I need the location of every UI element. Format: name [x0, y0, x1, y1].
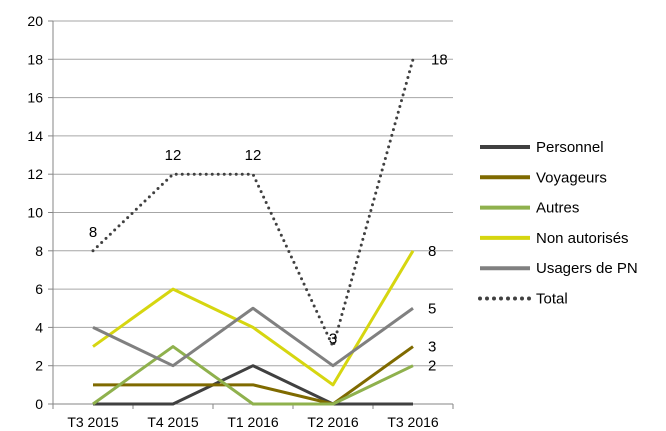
x-tick-label: T3 2015 — [67, 414, 119, 430]
data-label: 3 — [428, 339, 436, 356]
y-tick-label: 4 — [35, 319, 43, 335]
data-label: 2 — [428, 358, 436, 375]
legend-label: Non autorisés — [536, 230, 629, 247]
y-tick-label: 2 — [35, 358, 43, 374]
y-tick-label: 18 — [27, 51, 43, 67]
data-label: 3 — [329, 331, 337, 348]
legend-label: Autres — [536, 200, 579, 217]
data-label: 8 — [89, 224, 97, 241]
legend: Personnel Voyageurs Autres Non autorisés Usa… — [478, 139, 638, 308]
y-tick-label: 6 — [35, 281, 43, 297]
legend-item: Total — [478, 291, 568, 308]
legend-item: Personnel — [480, 139, 604, 156]
series-line-usagers-de-pn — [92, 306, 414, 368]
legend-item: Voyageurs — [480, 169, 607, 186]
legend-label: Usagers de PN — [536, 260, 638, 277]
y-tick-label: 20 — [27, 13, 43, 29]
legend-item: Usagers de PN — [480, 260, 638, 277]
series-line-voyageurs — [93, 345, 414, 406]
x-tick-label: T3 2016 — [387, 414, 439, 430]
y-tick-label: 0 — [35, 396, 43, 412]
legend-item: Autres — [480, 200, 579, 217]
x-tick-label: T1 2016 — [227, 414, 279, 430]
y-tick-label: 16 — [27, 90, 43, 106]
legend-label: Total — [536, 291, 568, 308]
series-line-personnel — [93, 364, 413, 406]
x-tick-label: T4 2015 — [147, 414, 199, 430]
series-line-total — [91, 57, 415, 349]
axes: 0 2 4 6 8 10 12 14 16 18 20 T3 2015 T4 2015 T1 2016 T2… — [27, 13, 454, 430]
y-tick-label: 12 — [27, 166, 43, 182]
y-tick-label: 14 — [27, 128, 43, 144]
data-label: 12 — [165, 147, 182, 164]
legend-item: Non autorisés — [480, 230, 629, 247]
y-tick-label: 8 — [35, 243, 43, 259]
data-label: 8 — [428, 243, 436, 260]
y-tick-label: 10 — [27, 205, 43, 221]
data-label: 18 — [431, 51, 448, 68]
data-label: 5 — [428, 300, 436, 317]
data-label: 12 — [245, 147, 262, 164]
series-line-non-autoris-s — [92, 250, 415, 387]
series-line-autres — [92, 345, 414, 406]
data-labels: 3 2 8 5 8 12 12 3 18 — [89, 51, 448, 374]
series-lines — [91, 57, 415, 406]
legend-label: Voyageurs — [536, 169, 607, 186]
gridlines — [53, 20, 453, 367]
x-tick-label: T2 2016 — [307, 414, 359, 430]
legend-label: Personnel — [536, 139, 604, 156]
